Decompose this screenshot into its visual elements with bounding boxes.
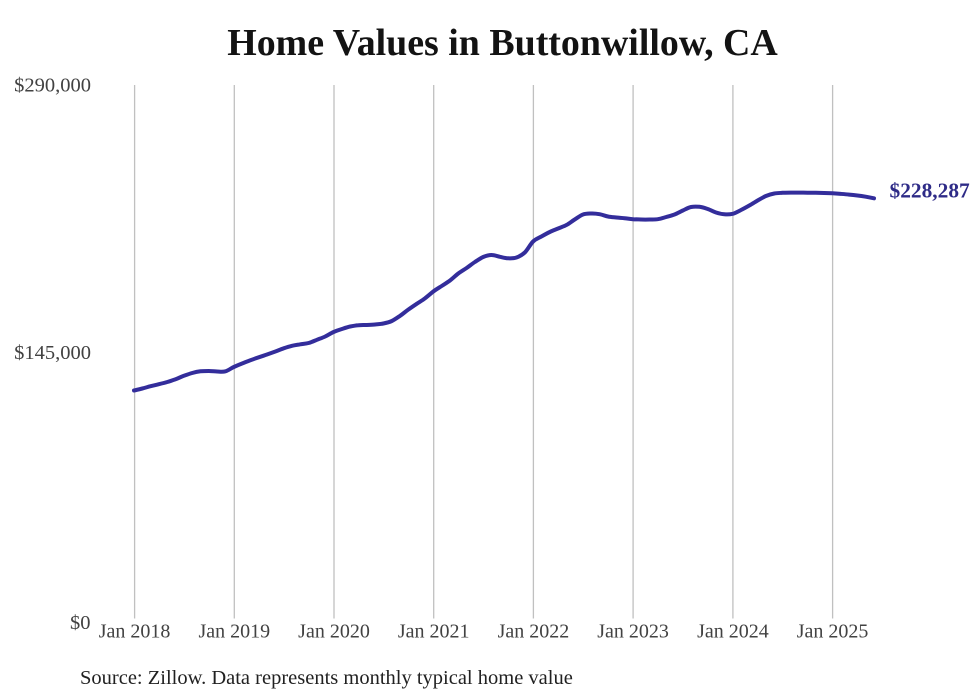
svg-text:Jan 2018: Jan 2018	[99, 621, 171, 643]
svg-text:Jan 2021: Jan 2021	[398, 621, 470, 643]
svg-text:Source: Zillow. Data represent: Source: Zillow. Data represents monthly …	[80, 667, 573, 689]
svg-text:$0: $0	[70, 612, 91, 634]
svg-text:Jan 2024: Jan 2024	[697, 621, 769, 643]
svg-text:Home Values in Buttonwillow, C: Home Values in Buttonwillow, CA	[227, 22, 778, 64]
svg-text:Jan 2019: Jan 2019	[198, 621, 270, 643]
svg-text:$145,000: $145,000	[14, 342, 91, 364]
svg-text:$228,287: $228,287	[890, 179, 971, 203]
svg-text:Jan 2025: Jan 2025	[797, 621, 869, 643]
svg-text:Jan 2023: Jan 2023	[597, 621, 669, 643]
svg-text:Jan 2020: Jan 2020	[298, 621, 370, 643]
svg-text:$290,000: $290,000	[14, 75, 91, 97]
svg-text:Jan 2022: Jan 2022	[498, 621, 570, 643]
